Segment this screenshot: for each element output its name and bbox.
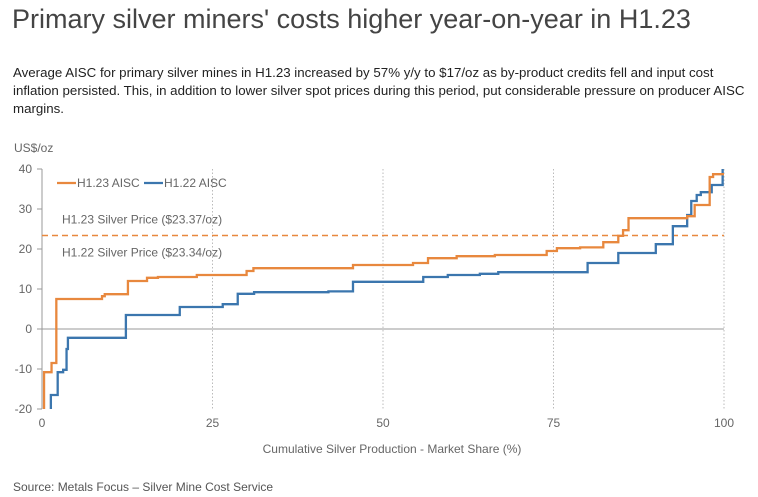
y-tick-label: 40 — [19, 162, 33, 176]
y-tick-label: -10 — [15, 362, 33, 376]
legend-label: H1.23 AISC — [77, 176, 140, 190]
y-tick-label: 30 — [19, 202, 33, 216]
source-note: Source: Metals Focus – Silver Mine Cost … — [13, 480, 274, 494]
x-tick-label: 50 — [376, 416, 390, 430]
series-line-h1-23-aisc — [42, 173, 724, 409]
chart-subtitle: Average AISC for primary silver mines in… — [13, 65, 745, 116]
y-axis-label: US$/oz — [14, 141, 53, 155]
annotation-h123-price: H1.23 Silver Price ($23.37/oz) — [62, 213, 222, 227]
chart-title: Primary silver miners' costs higher year… — [12, 4, 691, 34]
x-tick-label: 25 — [206, 416, 220, 430]
y-tick-label: 10 — [19, 282, 33, 296]
y-tick-label: 20 — [19, 242, 33, 256]
x-tick-label: 100 — [714, 416, 734, 430]
legend-label: H1.22 AISC — [164, 176, 227, 190]
x-tick-label: 0 — [39, 416, 46, 430]
annotation-h122-price: H1.22 Silver Price ($23.34/oz) — [62, 246, 222, 260]
y-tick-label: -20 — [15, 402, 33, 416]
x-axis-label: Cumulative Silver Production - Market Sh… — [263, 442, 522, 456]
series-line-h1-22-aisc — [49, 169, 724, 409]
x-tick-label: 75 — [547, 416, 561, 430]
y-tick-label: 0 — [25, 322, 32, 336]
